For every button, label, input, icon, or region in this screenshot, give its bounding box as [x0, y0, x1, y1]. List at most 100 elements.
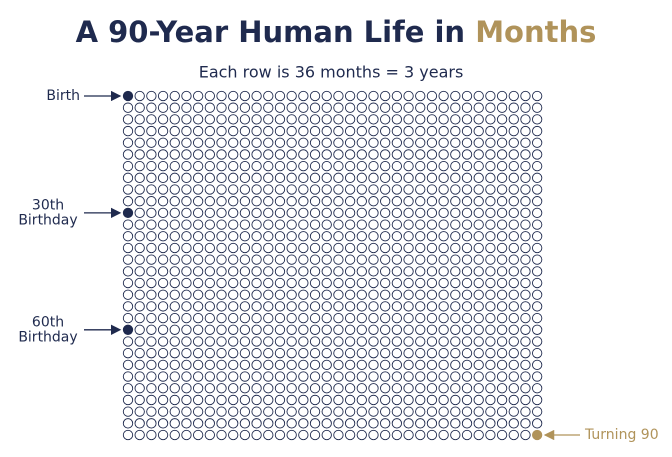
month — [473, 383, 484, 394]
month — [450, 196, 461, 207]
month — [134, 90, 145, 102]
month — [286, 336, 297, 347]
month — [251, 336, 262, 347]
month — [239, 348, 251, 359]
month — [461, 219, 473, 230]
month — [520, 312, 531, 324]
month — [216, 312, 227, 324]
month — [192, 207, 204, 219]
month — [134, 336, 145, 347]
month — [239, 324, 251, 335]
month — [169, 336, 180, 347]
month — [415, 90, 426, 102]
month — [461, 254, 473, 265]
month — [169, 406, 180, 417]
month — [344, 231, 356, 242]
month — [263, 371, 274, 382]
month — [520, 196, 531, 207]
month — [368, 196, 379, 207]
month — [344, 160, 356, 172]
month — [532, 348, 543, 359]
month — [228, 289, 239, 300]
month — [146, 125, 157, 137]
month — [309, 242, 321, 254]
month — [192, 254, 204, 265]
month — [298, 359, 309, 371]
month — [426, 125, 438, 137]
month — [286, 324, 297, 335]
month — [251, 102, 262, 113]
month — [192, 219, 204, 230]
month — [146, 254, 157, 265]
month — [496, 301, 508, 312]
month — [146, 359, 157, 371]
month — [216, 429, 227, 441]
month — [426, 312, 438, 324]
month — [216, 184, 227, 195]
month — [438, 219, 449, 230]
month — [520, 160, 531, 172]
month — [391, 137, 403, 148]
month — [380, 172, 391, 183]
month — [239, 312, 251, 324]
month — [368, 242, 379, 254]
month — [298, 160, 309, 172]
month — [298, 219, 309, 230]
month — [286, 137, 297, 148]
month — [391, 383, 403, 394]
month — [134, 254, 145, 265]
month — [263, 429, 274, 441]
month — [286, 184, 297, 195]
month — [181, 231, 192, 242]
month — [192, 406, 204, 417]
month — [333, 277, 344, 289]
month — [485, 149, 496, 160]
month — [239, 371, 251, 382]
month — [321, 429, 332, 441]
month — [122, 172, 134, 183]
month — [146, 196, 157, 207]
month — [122, 219, 134, 230]
month — [403, 406, 414, 417]
month — [438, 406, 449, 417]
month — [473, 90, 484, 102]
month — [532, 383, 543, 394]
month — [321, 406, 332, 417]
month — [391, 301, 403, 312]
month — [216, 160, 227, 172]
month — [438, 231, 449, 242]
month — [473, 149, 484, 160]
month — [286, 114, 297, 125]
month — [532, 114, 543, 125]
month — [122, 137, 134, 148]
month — [134, 207, 145, 219]
month — [298, 394, 309, 406]
month — [146, 102, 157, 113]
month — [461, 312, 473, 324]
month — [274, 160, 286, 172]
month — [263, 196, 274, 207]
month — [520, 336, 531, 347]
month — [309, 336, 321, 347]
month — [368, 429, 379, 441]
month — [192, 242, 204, 254]
month — [228, 114, 239, 125]
month — [146, 336, 157, 347]
month — [309, 359, 321, 371]
month — [169, 102, 180, 113]
month — [134, 125, 145, 137]
month — [496, 289, 508, 300]
month — [122, 231, 134, 242]
month — [228, 102, 239, 113]
month — [122, 359, 134, 371]
month — [520, 301, 531, 312]
month — [485, 207, 496, 219]
month — [508, 277, 519, 289]
month — [274, 418, 286, 429]
month — [216, 348, 227, 359]
month — [157, 149, 169, 160]
month — [134, 348, 145, 359]
month — [415, 160, 426, 172]
month — [532, 371, 543, 382]
month — [274, 102, 286, 113]
